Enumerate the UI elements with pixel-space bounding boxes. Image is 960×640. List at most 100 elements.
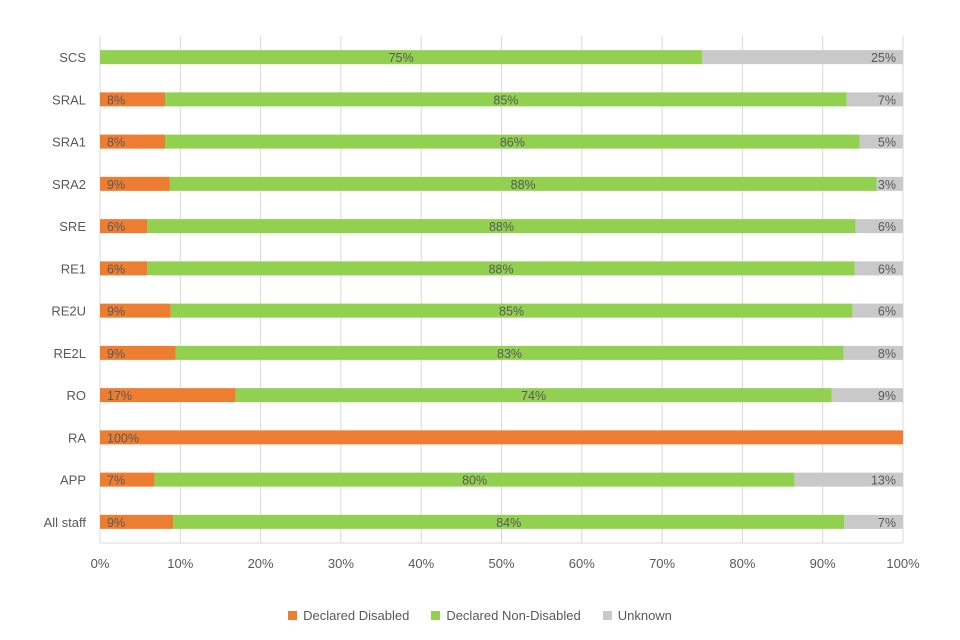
data-label: 9% — [878, 389, 896, 403]
bar-segment — [154, 472, 795, 487]
bar-segment — [100, 303, 171, 318]
data-label: 7% — [878, 93, 896, 107]
chart-legend: Declared Disabled Declared Non-Disabled … — [0, 608, 960, 623]
bar-segment — [100, 176, 170, 191]
legend-item-unknown: Unknown — [602, 608, 672, 623]
bar-segment — [173, 514, 845, 529]
data-label: 7% — [878, 516, 896, 530]
bar-segment — [170, 303, 853, 318]
bar-segment — [100, 92, 166, 107]
bar-segment — [169, 176, 877, 191]
category-label: SRE — [59, 219, 86, 234]
bar-segment — [852, 303, 903, 318]
data-label: 6% — [107, 220, 125, 234]
bar-segment — [855, 219, 903, 234]
bar-segment — [843, 345, 903, 360]
legend-item-declared-non-disabled: Declared Non-Disabled — [431, 608, 581, 623]
x-tick-label: 90% — [810, 556, 836, 571]
x-tick-label: 80% — [729, 556, 755, 571]
bar-segment — [175, 345, 844, 360]
data-label: 88% — [489, 220, 514, 234]
x-tick-label: 60% — [569, 556, 595, 571]
bar-segment — [794, 472, 903, 487]
data-label: 88% — [511, 178, 536, 192]
data-label: 8% — [107, 136, 125, 150]
category-label: RA — [68, 430, 86, 445]
data-label: 83% — [497, 347, 522, 361]
data-label: 13% — [871, 474, 896, 488]
category-label: SRA1 — [52, 135, 86, 150]
x-tick-label: 50% — [488, 556, 514, 571]
data-label: 9% — [107, 305, 125, 319]
data-label: 25% — [871, 51, 896, 65]
x-tick-label: 100% — [886, 556, 920, 571]
x-tick-label: 30% — [328, 556, 354, 571]
bar-segment — [100, 514, 174, 529]
category-label: APP — [60, 473, 86, 488]
category-label: SRAL — [52, 92, 86, 107]
data-label: 6% — [107, 262, 125, 276]
legend-label-unknown: Unknown — [617, 608, 672, 623]
data-label: 6% — [878, 305, 896, 319]
bar-segment — [100, 345, 176, 360]
legend-swatch-declared-non-disabled — [431, 611, 441, 620]
bar-segment — [147, 261, 855, 276]
category-label: RO — [67, 388, 87, 403]
data-label: 75% — [389, 51, 414, 65]
data-label: 100% — [107, 431, 139, 445]
x-tick-label: 70% — [649, 556, 675, 571]
stacked-bar-chart: 0% 10% 20% 30% 40% 50% 60% 70% 80% 90% 100% SCS 75% 2… — [44, 36, 920, 571]
bar-segment — [165, 134, 860, 149]
bar-segment — [876, 176, 903, 191]
x-tick-label: 20% — [248, 556, 274, 571]
bar-segment — [165, 92, 847, 107]
bar-segment — [100, 261, 148, 276]
bar-segment — [846, 92, 903, 107]
category-label: RE2U — [51, 304, 86, 319]
x-tick-label: 10% — [167, 556, 193, 571]
legend-label-declared-non-disabled: Declared Non-Disabled — [446, 608, 581, 623]
category-label: SRA2 — [52, 177, 86, 192]
x-tick-label: 40% — [408, 556, 434, 571]
category-label: SCS — [59, 50, 86, 65]
data-label: 8% — [107, 93, 125, 107]
bar-segment — [854, 261, 903, 276]
data-label: 17% — [107, 389, 132, 403]
bar-segment — [100, 134, 166, 149]
data-label: 74% — [521, 389, 546, 403]
data-label: 88% — [489, 262, 514, 276]
data-label: 3% — [878, 178, 896, 192]
data-label: 85% — [493, 93, 518, 107]
bar-segment — [100, 388, 236, 403]
bar-segment — [831, 388, 903, 403]
data-label: 9% — [107, 516, 125, 530]
bar-segment — [100, 50, 703, 65]
data-label: 8% — [878, 347, 896, 361]
bar-segment — [147, 219, 856, 234]
data-label: 5% — [878, 136, 896, 150]
bar-segment — [100, 472, 155, 487]
x-tick-label: 0% — [91, 556, 110, 571]
data-label: 9% — [107, 178, 125, 192]
bar-segment — [859, 134, 903, 149]
legend-swatch-unknown — [602, 611, 612, 620]
data-label: 9% — [107, 347, 125, 361]
data-label: 84% — [496, 516, 521, 530]
bar-segment — [100, 219, 148, 234]
bar-segment — [235, 388, 832, 403]
data-label: 6% — [878, 220, 896, 234]
data-label: 85% — [499, 305, 524, 319]
bar-segment — [702, 50, 903, 65]
legend-swatch-declared-disabled — [288, 611, 298, 620]
legend-item-declared-disabled: Declared Disabled — [288, 608, 409, 623]
bar-segment — [844, 514, 903, 529]
category-label: All staff — [44, 515, 87, 530]
data-label: 86% — [500, 136, 525, 150]
data-label: 80% — [462, 474, 487, 488]
bar-segment — [100, 430, 903, 445]
data-label: 6% — [878, 262, 896, 276]
data-label: 7% — [107, 474, 125, 488]
category-label: RE1 — [61, 261, 86, 276]
legend-label-declared-disabled: Declared Disabled — [303, 608, 410, 623]
category-label: RE2L — [53, 346, 86, 361]
